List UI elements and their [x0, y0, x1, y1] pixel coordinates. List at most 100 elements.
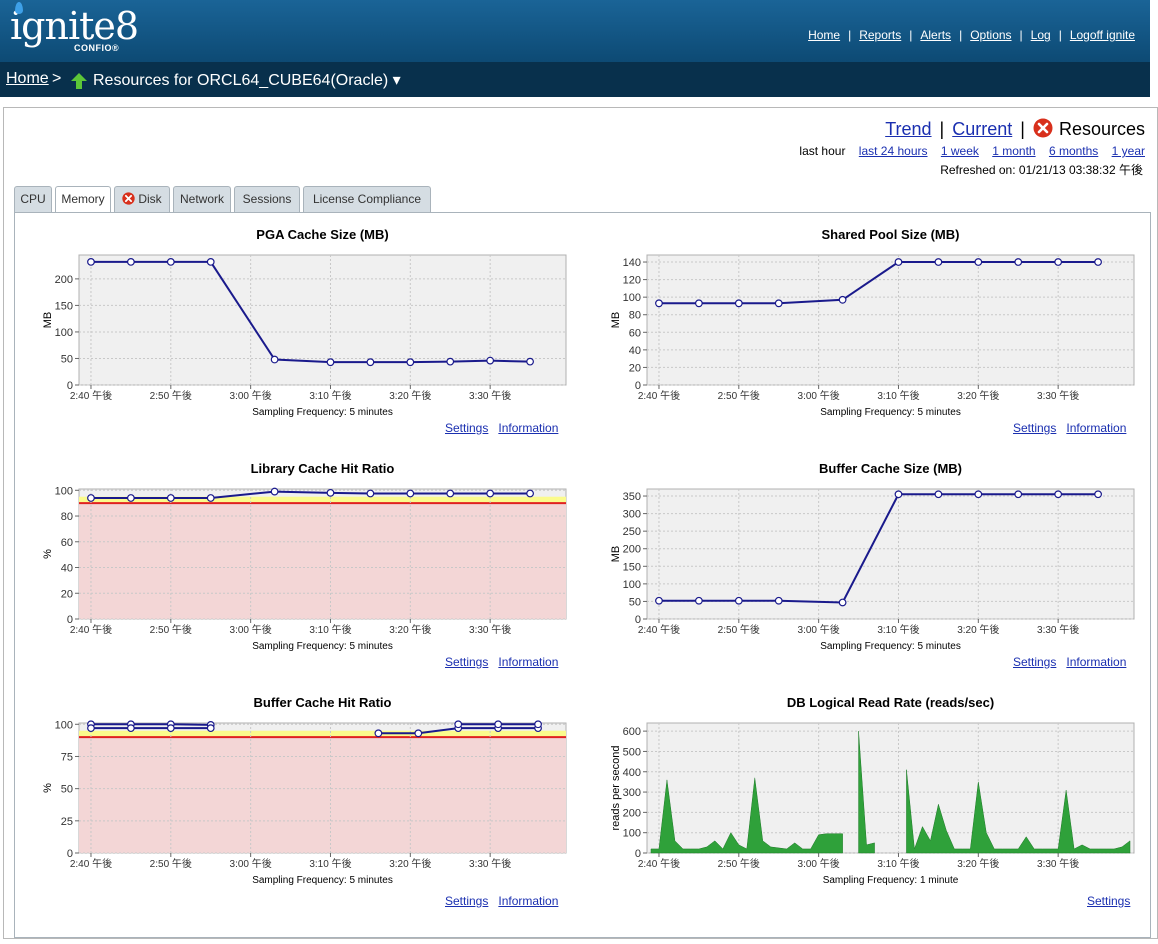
time-1-month[interactable]: 1 month [992, 144, 1036, 158]
x-tick-label: 2:40 午後 [638, 623, 680, 636]
information-link[interactable]: Information [498, 421, 559, 435]
trend-link[interactable]: Trend [885, 119, 932, 139]
x-tick-label: 3:10 午後 [309, 857, 351, 870]
y-axis-label: % [42, 549, 54, 559]
data-point [366, 489, 375, 498]
chart-title: Buffer Cache Hit Ratio [254, 695, 392, 710]
warning-zone [79, 496, 566, 504]
y-tick-label: 600 [623, 726, 641, 738]
data-point [655, 299, 663, 308]
settings-link[interactable]: Settings [445, 421, 489, 435]
x-tick-label: 3:30 午後 [469, 623, 511, 636]
y-tick-label: 300 [623, 787, 641, 799]
tab-memory[interactable]: Memory [55, 186, 111, 213]
x-tick-label: 3:30 午後 [469, 857, 511, 870]
resource-title-dropdown[interactable]: Resources for ORCL64_CUBE64(Oracle) ▾ [93, 72, 401, 89]
settings-link[interactable]: Settings [1013, 421, 1057, 435]
settings-link[interactable]: Settings [445, 894, 489, 908]
y-tick-label: 140 [623, 257, 641, 269]
x-tick-label: 2:40 午後 [70, 857, 112, 870]
data-point [486, 489, 495, 498]
buffer-cache-hit-ratio-chart: Buffer Cache Hit Ratio 0 25 50 75 100 2:40 午後 2… [42, 695, 567, 886]
tab-cpu[interactable]: CPU [14, 186, 52, 212]
tab-disk[interactable]: Disk [114, 186, 170, 212]
information-link[interactable]: Information [1066, 655, 1127, 669]
nav-alerts[interactable]: Alerts [920, 28, 952, 42]
nav-log[interactable]: Log [1030, 28, 1051, 42]
current-link[interactable]: Current [952, 119, 1013, 139]
logo-text: ignite8 [10, 4, 139, 48]
x-tick-label: 3:20 午後 [389, 623, 431, 636]
y-axis-label: MB [42, 312, 54, 329]
nav-logoff[interactable]: Logoff ignite [1069, 28, 1135, 42]
y-tick-label: 200 [623, 544, 641, 556]
settings-link[interactable]: Settings [1087, 894, 1131, 908]
data-point [734, 299, 743, 308]
area-series [858, 731, 875, 854]
tab-network[interactable]: Network [173, 186, 231, 212]
time-1-week[interactable]: 1 week [940, 144, 979, 158]
data-point [494, 720, 503, 729]
y-tick-label: 20 [61, 588, 73, 600]
logo-subtitle: CONFIO® [74, 43, 120, 53]
x-axis-label: Sampling Frequency: 5 minutes [252, 641, 393, 652]
y-tick-label: 25 [61, 816, 73, 828]
y-tick-label: 250 [623, 526, 641, 538]
data-point [126, 724, 135, 733]
data-point [126, 257, 135, 266]
tab-license-compliance[interactable]: License Compliance [303, 186, 431, 212]
nav-options[interactable]: Options [970, 28, 1012, 42]
critical-zone [79, 503, 566, 619]
chart-links: Settings Information [1003, 655, 1126, 669]
chart-title: PGA Cache Size (MB) [256, 227, 388, 242]
x-tick-label: 3:00 午後 [798, 857, 840, 870]
settings-link[interactable]: Settings [1013, 655, 1057, 669]
y-axis-label: % [42, 783, 54, 793]
x-tick-label: 3:30 午後 [1037, 857, 1079, 870]
data-point [206, 724, 215, 733]
y-tick-label: 300 [623, 509, 641, 521]
data-point [774, 299, 783, 308]
critical-zone [79, 737, 566, 853]
x-tick-label: 2:50 午後 [718, 623, 760, 636]
chart-links: Settings Information [435, 655, 558, 669]
information-link[interactable]: Information [1066, 421, 1127, 435]
memory-panel: PGA Cache Size (MB) 0 50 100 150 200 2:40 午後 2:… [14, 212, 1151, 938]
data-point [166, 257, 175, 266]
area-series [650, 777, 843, 854]
x-tick-label: 2:50 午後 [150, 389, 192, 402]
information-link[interactable]: Information [498, 655, 559, 669]
breadcrumb: Home > Resources for ORCL64_CUBE64(Oracl… [0, 62, 1150, 97]
refreshed-timestamp: Refreshed on: 01/21/13 03:38:32 午後 [940, 163, 1143, 177]
time-last-24-hours[interactable]: last 24 hours [858, 144, 928, 158]
time-6-months[interactable]: 6 months [1048, 144, 1099, 158]
series-line [90, 723, 211, 726]
tab-sessions[interactable]: Sessions [234, 186, 300, 212]
y-tick-label: 0 [67, 848, 73, 860]
y-tick-label: 350 [623, 491, 641, 503]
data-point [1014, 258, 1023, 266]
nav-home[interactable]: Home [808, 28, 841, 42]
y-tick-label: 60 [61, 537, 73, 549]
data-point [374, 729, 383, 738]
y-tick-label: 400 [623, 767, 641, 779]
data-point [734, 596, 743, 605]
information-link[interactable]: Information [498, 894, 559, 908]
x-tick-label: 3:00 午後 [230, 389, 272, 402]
nav-reports[interactable]: Reports [859, 28, 902, 42]
data-point [270, 487, 279, 496]
data-point [838, 295, 847, 304]
data-point [838, 598, 847, 607]
y-tick-label: 0 [635, 614, 641, 626]
x-axis-label: Sampling Frequency: 1 minute [823, 875, 959, 886]
time-1-year[interactable]: 1 year [1111, 144, 1145, 158]
x-tick-label: 2:40 午後 [638, 389, 680, 402]
resources-label: Resources [1058, 119, 1145, 139]
data-point [126, 494, 135, 502]
y-tick-label: 500 [623, 746, 641, 758]
data-point [446, 357, 455, 366]
breadcrumb-home[interactable]: Home [6, 70, 49, 87]
settings-link[interactable]: Settings [445, 655, 489, 669]
ignite-logo[interactable]: ignite8 [10, 2, 139, 48]
data-point [934, 258, 943, 266]
